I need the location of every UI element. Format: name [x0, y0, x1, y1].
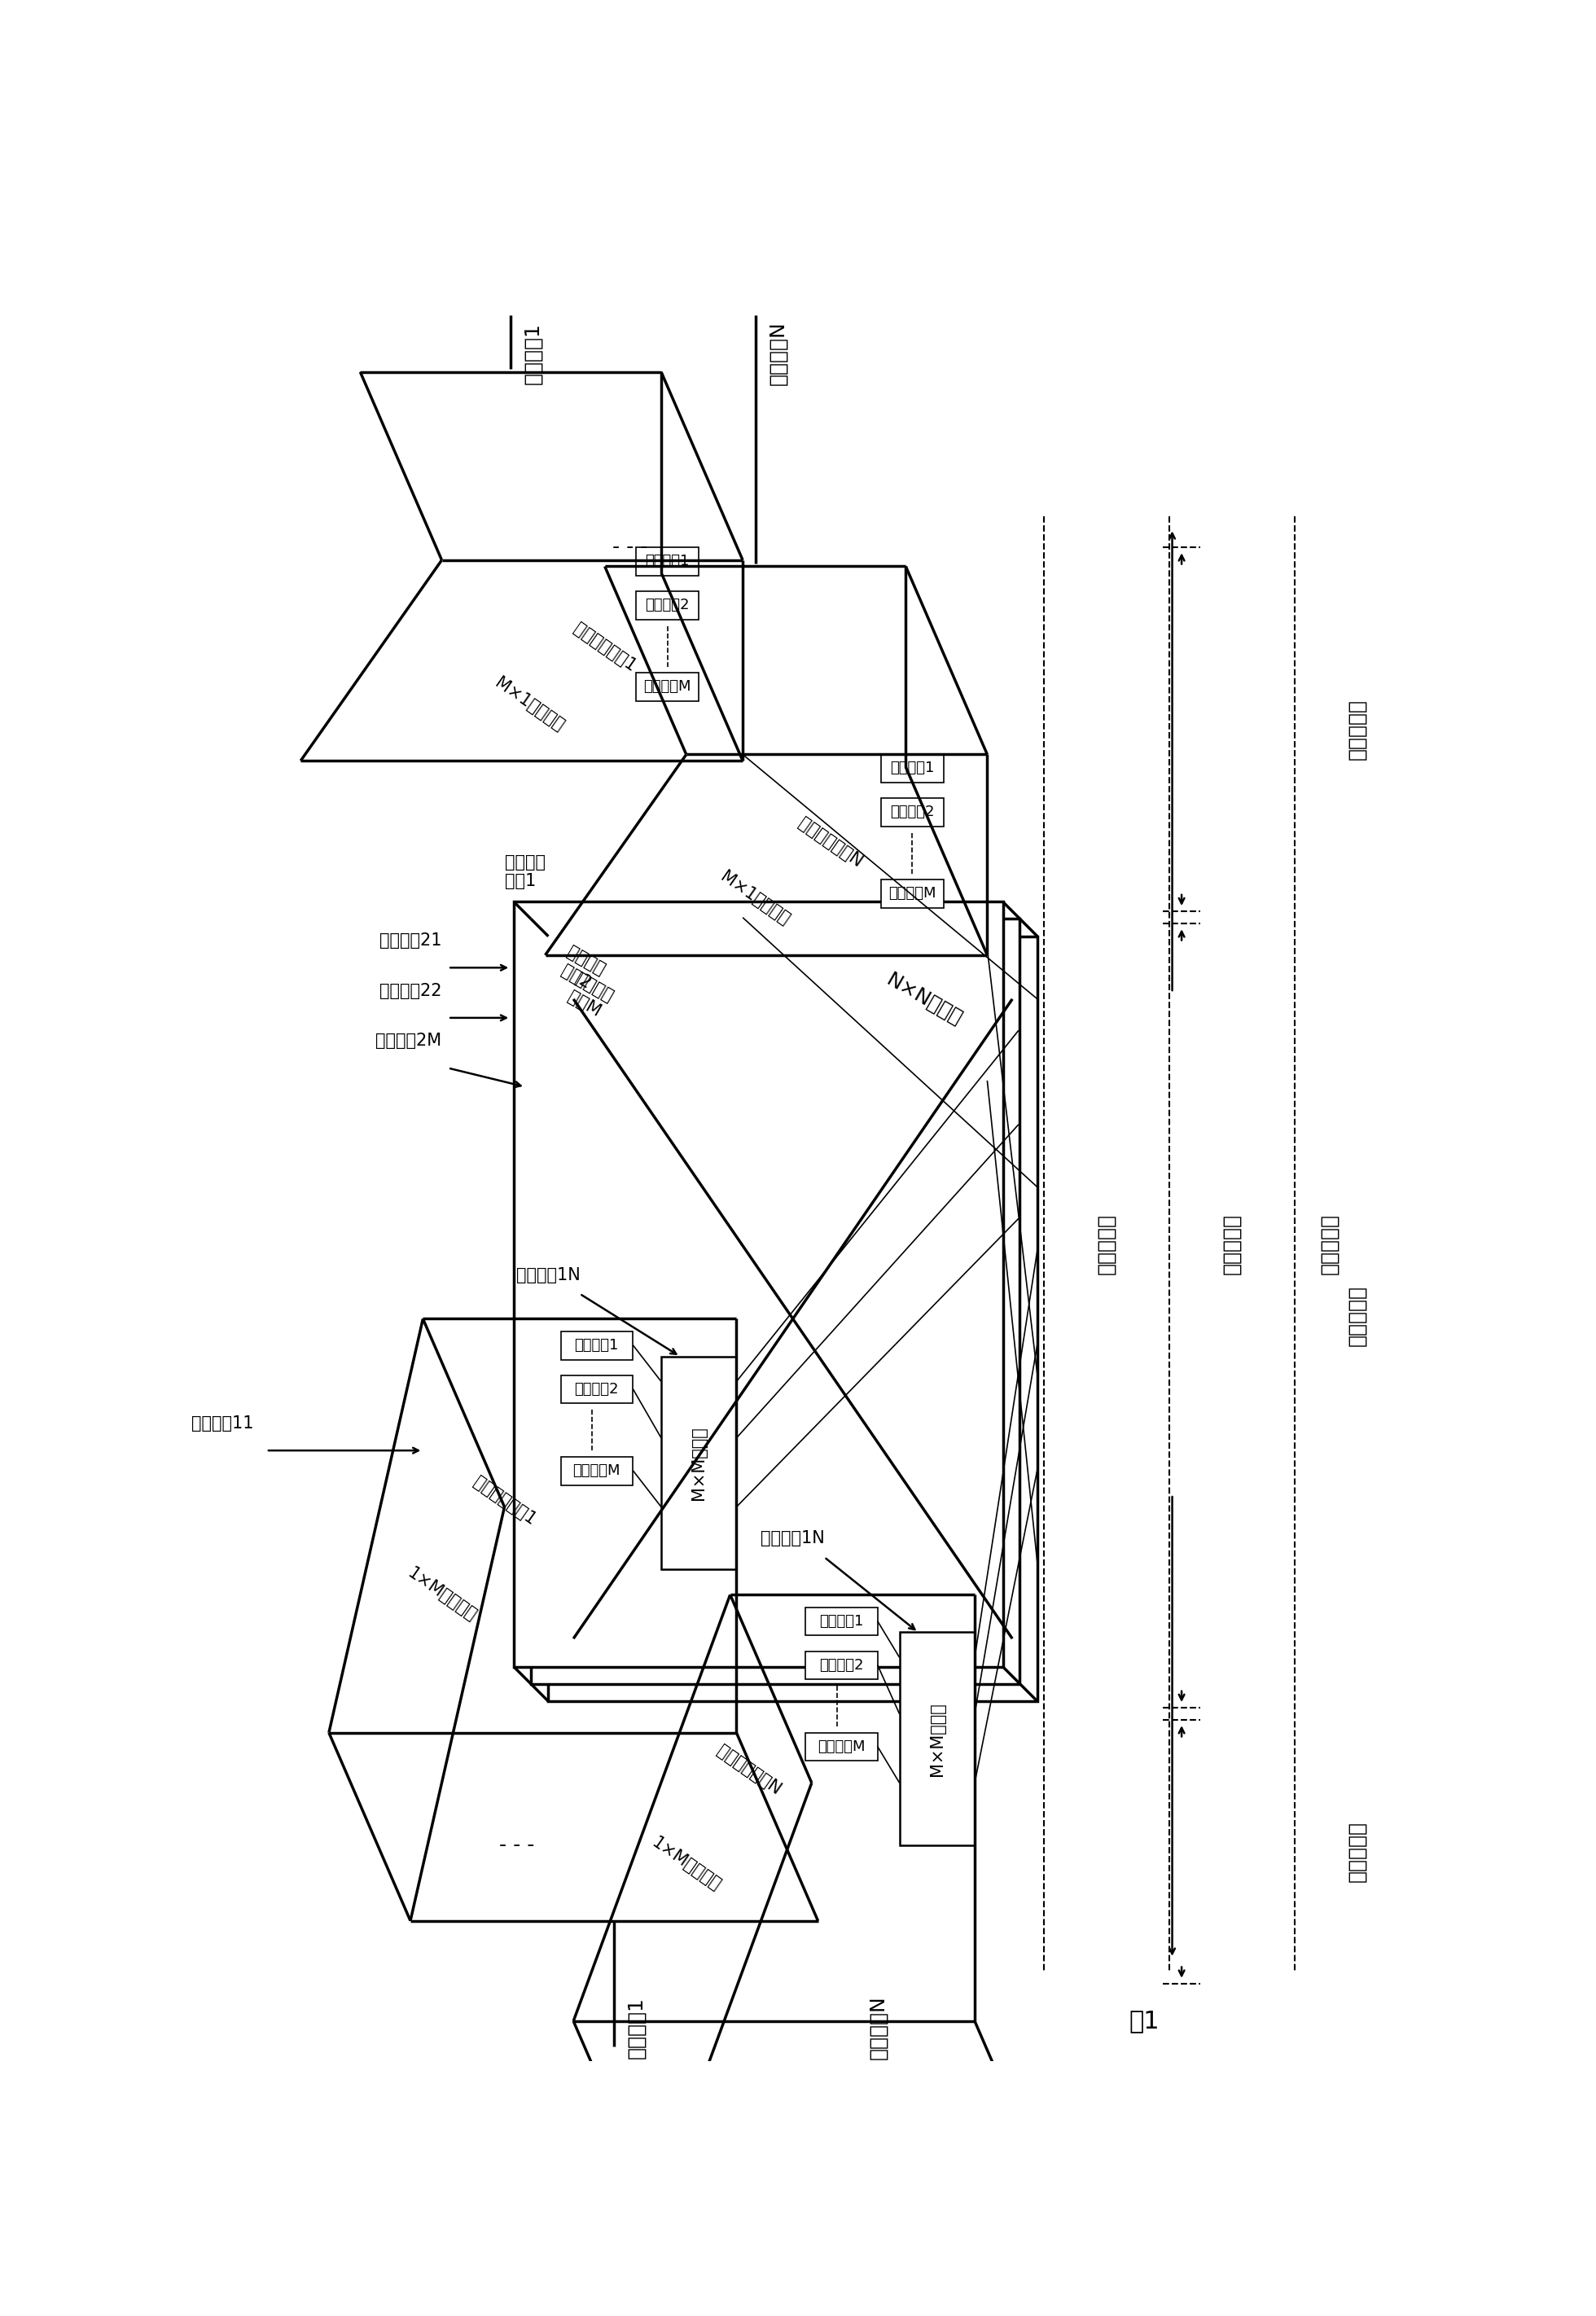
Text: - - -: - - -	[500, 1837, 535, 1855]
Text: 光编码器1: 光编码器1	[645, 554, 689, 570]
Text: 输入端口级: 输入端口级	[1320, 1214, 1339, 1274]
Text: 控制信号22: 控制信号22	[380, 982, 442, 998]
Text: 输出端口级: 输出端口级	[1347, 699, 1366, 760]
Bar	[806, 1651, 878, 1679]
Bar	[881, 880, 943, 908]
Text: 输入端口平面1: 输入端口平面1	[471, 1473, 538, 1529]
Text: 输出端口平面N: 输出端口平面N	[796, 815, 865, 871]
Text: 输入端口N: 输入端口N	[868, 1996, 887, 2059]
Text: 光编码器2: 光编码器2	[891, 806, 934, 820]
Bar	[881, 799, 943, 827]
Bar	[560, 1457, 634, 1485]
Text: 端口交换
平面1: 端口交换 平面1	[504, 855, 546, 889]
Text: M×1光耦合器: M×1光耦合器	[718, 868, 793, 929]
Text: 光编码器M: 光编码器M	[889, 887, 935, 901]
Text: 光解码器1: 光解码器1	[819, 1614, 863, 1628]
Text: 控制信号21: 控制信号21	[380, 933, 442, 950]
Text: M×M光开关: M×M光开关	[691, 1427, 707, 1501]
Bar	[637, 674, 699, 702]
Text: 端口交换
平面M: 端口交换 平面M	[563, 970, 616, 1021]
Text: 控制信号1N: 控制信号1N	[761, 1531, 825, 1547]
Text: 输入端口级: 输入端口级	[1347, 1820, 1366, 1883]
Text: 输出端口级: 输出端口级	[1223, 1214, 1242, 1274]
Text: 光编码器2: 光编码器2	[645, 598, 689, 611]
Text: 输出端口N: 输出端口N	[768, 322, 787, 384]
Text: 输入端口1: 输入端口1	[627, 1996, 646, 2059]
Text: - - -: - - -	[613, 537, 648, 558]
Text: 控制信号1N: 控制信号1N	[516, 1267, 581, 1283]
Text: 输入端口平面N: 输入端口平面N	[713, 1742, 784, 1797]
Text: 光解码器2: 光解码器2	[819, 1658, 863, 1672]
Text: 光编码器M: 光编码器M	[643, 679, 691, 695]
Text: N×N光开关: N×N光开关	[883, 970, 966, 1028]
Bar	[549, 936, 1037, 1702]
Text: 控制信号2M: 控制信号2M	[375, 1033, 442, 1049]
Text: 输出端口平面1: 输出端口平面1	[571, 621, 638, 676]
Text: 输出端口1: 输出端口1	[523, 322, 543, 384]
Text: 光编码器1: 光编码器1	[891, 762, 934, 776]
Bar	[900, 1633, 975, 1846]
Text: 光解码器1: 光解码器1	[575, 1339, 619, 1353]
Bar	[806, 1732, 878, 1760]
Text: 光解码器2: 光解码器2	[575, 1383, 619, 1397]
Text: 图1: 图1	[1128, 2010, 1159, 2033]
Text: M×M光开关: M×M光开关	[929, 1702, 945, 1776]
Bar	[661, 1357, 736, 1570]
Text: 1×M光分支器: 1×M光分支器	[404, 1566, 479, 1624]
Bar	[881, 755, 943, 783]
Text: 端口交换
平面2: 端口交换 平面2	[554, 943, 608, 994]
Text: 端口交换级: 端口交换级	[1347, 1285, 1366, 1346]
Bar	[637, 547, 699, 577]
Text: 端口交换级: 端口交换级	[1096, 1214, 1116, 1274]
Text: 1×M光分支器: 1×M光分支器	[648, 1834, 725, 1894]
Bar	[531, 919, 1020, 1684]
Text: M×1光耦合器: M×1光耦合器	[492, 674, 567, 734]
Bar	[560, 1376, 634, 1403]
Text: 控制信号11: 控制信号11	[192, 1415, 254, 1431]
Bar	[514, 901, 1002, 1668]
Text: 光解码器M: 光解码器M	[817, 1739, 865, 1753]
Bar	[637, 591, 699, 621]
Bar	[806, 1607, 878, 1635]
Text: 光解码器M: 光解码器M	[573, 1464, 621, 1478]
Bar	[560, 1332, 634, 1359]
